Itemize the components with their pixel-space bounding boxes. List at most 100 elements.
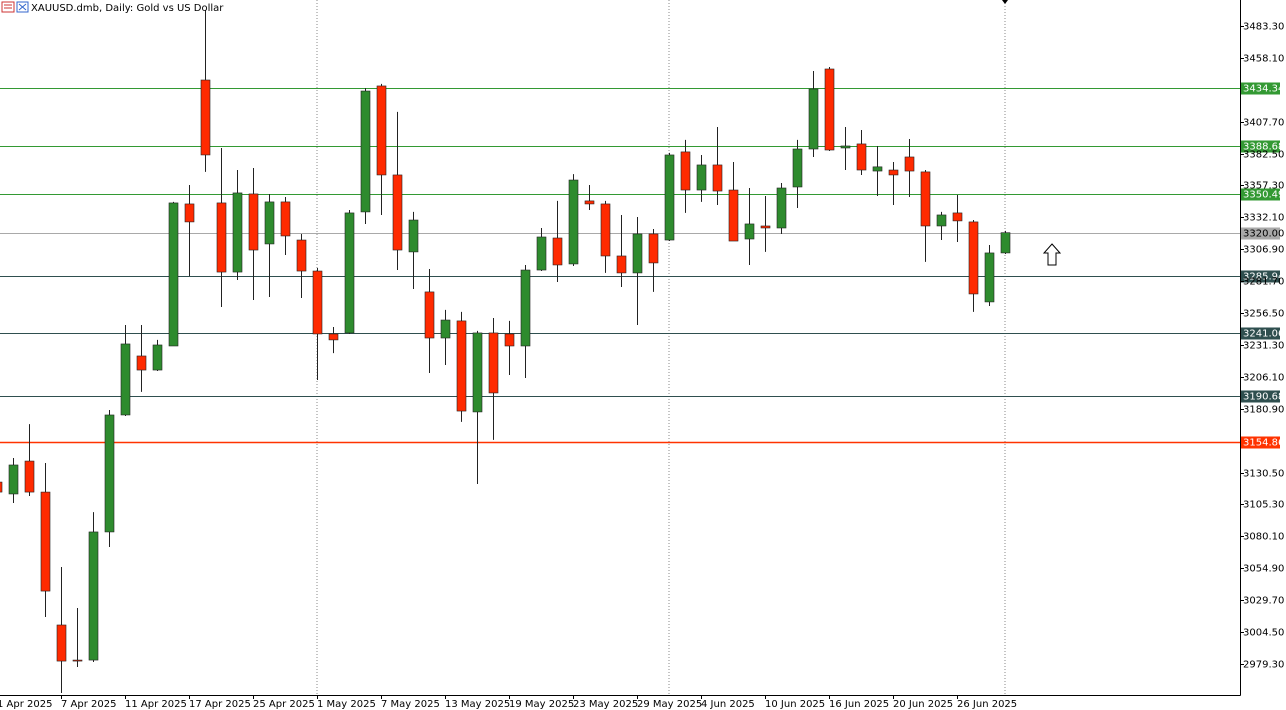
candle-body	[632, 233, 643, 274]
candle-body	[200, 79, 211, 156]
y-tick-label: 3029.70	[1243, 596, 1284, 607]
x-tick-label: 26 Jun 2025	[957, 699, 1017, 710]
x-tick-label: 16 Jun 2025	[829, 699, 889, 710]
candle-body	[824, 68, 835, 151]
icon-cross	[18, 3, 27, 11]
candle-body	[264, 201, 275, 245]
candle-body	[664, 154, 675, 241]
y-tick-label: 3004.50	[1243, 628, 1284, 639]
candle-body	[184, 203, 195, 223]
candle-body	[792, 148, 803, 188]
candle-body	[1000, 232, 1011, 254]
price-label: 3154.86	[1243, 438, 1284, 449]
arrow-up-annotation	[1042, 243, 1062, 266]
candle-body	[152, 344, 163, 371]
price-label-box	[1241, 227, 1280, 240]
candle-body	[168, 202, 179, 347]
candle-body	[600, 203, 611, 257]
y-tick-label: 2979.30	[1243, 660, 1284, 671]
candle-body	[584, 200, 595, 205]
price-label-box	[1241, 140, 1280, 153]
candle-body	[536, 236, 547, 271]
candles	[0, 10, 1011, 693]
x-tick-label: 1 Apr 2025	[0, 699, 52, 710]
candle-body	[488, 332, 499, 394]
candle-body	[232, 192, 243, 273]
price-label: 3190.68	[1243, 392, 1284, 403]
x-tick-label: 11 Apr 2025	[125, 699, 187, 710]
x-tick-label: 23 May 2025	[573, 699, 638, 710]
candle-body	[648, 233, 659, 264]
x-tick-label: 19 May 2025	[509, 699, 574, 710]
price-label: 3388.68	[1243, 142, 1284, 153]
x-tick-label: 10 Jun 2025	[765, 699, 825, 710]
candle-body	[472, 332, 483, 413]
x-tick-label: 17 Apr 2025	[189, 699, 251, 710]
x-tick-label: 7 May 2025	[381, 699, 440, 710]
price-label: 3320.00	[1243, 229, 1284, 240]
price-label: 3241.06	[1243, 329, 1284, 340]
candle-body	[88, 531, 99, 661]
price-label-box	[1241, 270, 1280, 283]
candle-body	[56, 624, 67, 662]
candle-body	[728, 189, 739, 242]
x-tick-label: 4 Jun 2025	[701, 699, 755, 710]
x-tick-label: 7 Apr 2025	[61, 699, 116, 710]
title-block: XAUUSD.dmb, Daily: Gold vs US Dollar	[1, 1, 224, 14]
candle-body	[360, 90, 371, 213]
candle-body	[856, 143, 867, 171]
price-label-box	[1241, 82, 1280, 95]
y-tick-label: 3080.10	[1243, 532, 1284, 543]
x-tick-label: 29 May 2025	[637, 699, 702, 710]
y-tick-label: 3458.10	[1243, 54, 1284, 65]
x-tick-label: 1 May 2025	[317, 699, 376, 710]
candle-body	[440, 319, 451, 339]
icon	[1, 1, 15, 13]
price-label-box	[1241, 188, 1280, 201]
candle-body	[72, 659, 83, 662]
candle-body	[296, 239, 307, 272]
chart-title: XAUUSD.dmb, Daily: Gold vs US Dollar	[31, 3, 224, 14]
axes: 3483.30 3458.10 3407.70 3382.50 3357.30 3332.…	[0, 22, 1284, 710]
candle-body	[328, 333, 339, 341]
x-tick-label: 20 Jun 2025	[893, 699, 953, 710]
candle-body	[120, 343, 131, 416]
y-tick-label: 3231.30	[1243, 341, 1284, 352]
shift-marker	[1002, 0, 1008, 4]
candle-body	[280, 201, 291, 237]
y-tick-label: 3483.30	[1243, 22, 1284, 33]
x-tick-label: 13 May 2025	[445, 699, 510, 710]
price-label: 3434.34	[1243, 84, 1284, 95]
candle-body	[872, 166, 883, 172]
candle-body	[936, 214, 947, 227]
candle-body	[504, 333, 515, 347]
candle-body	[40, 491, 51, 592]
y-tick-label: 3407.70	[1243, 118, 1284, 129]
candle-body	[680, 151, 691, 191]
candle-body	[520, 269, 531, 347]
candle-body	[136, 355, 147, 371]
y-tick-label: 3306.90	[1243, 245, 1284, 256]
y-tick-label: 3332.10	[1243, 213, 1284, 224]
candle-body	[24, 460, 35, 493]
candle-body	[424, 291, 435, 339]
y-tick-label: 3281.70	[1243, 277, 1284, 288]
levels: 3434.34 3388.68 3350.49 3320.00 3285.94 3241.…	[0, 82, 1284, 449]
candle-body	[984, 252, 995, 303]
candle-body	[760, 225, 771, 229]
candle-body	[392, 174, 403, 251]
y-tick-label: 3105.30	[1243, 500, 1284, 511]
y-tick-label: 3054.90	[1243, 564, 1284, 575]
price-label-box	[1241, 327, 1280, 340]
y-tick-label: 3357.30	[1243, 181, 1284, 192]
candle-body	[776, 187, 787, 229]
candle-body	[216, 202, 227, 273]
candle-body	[808, 88, 819, 150]
candle-body	[744, 223, 755, 240]
price-label: 3285.94	[1243, 272, 1284, 283]
candle-body	[920, 171, 931, 227]
price-label: 3350.49	[1243, 190, 1284, 201]
